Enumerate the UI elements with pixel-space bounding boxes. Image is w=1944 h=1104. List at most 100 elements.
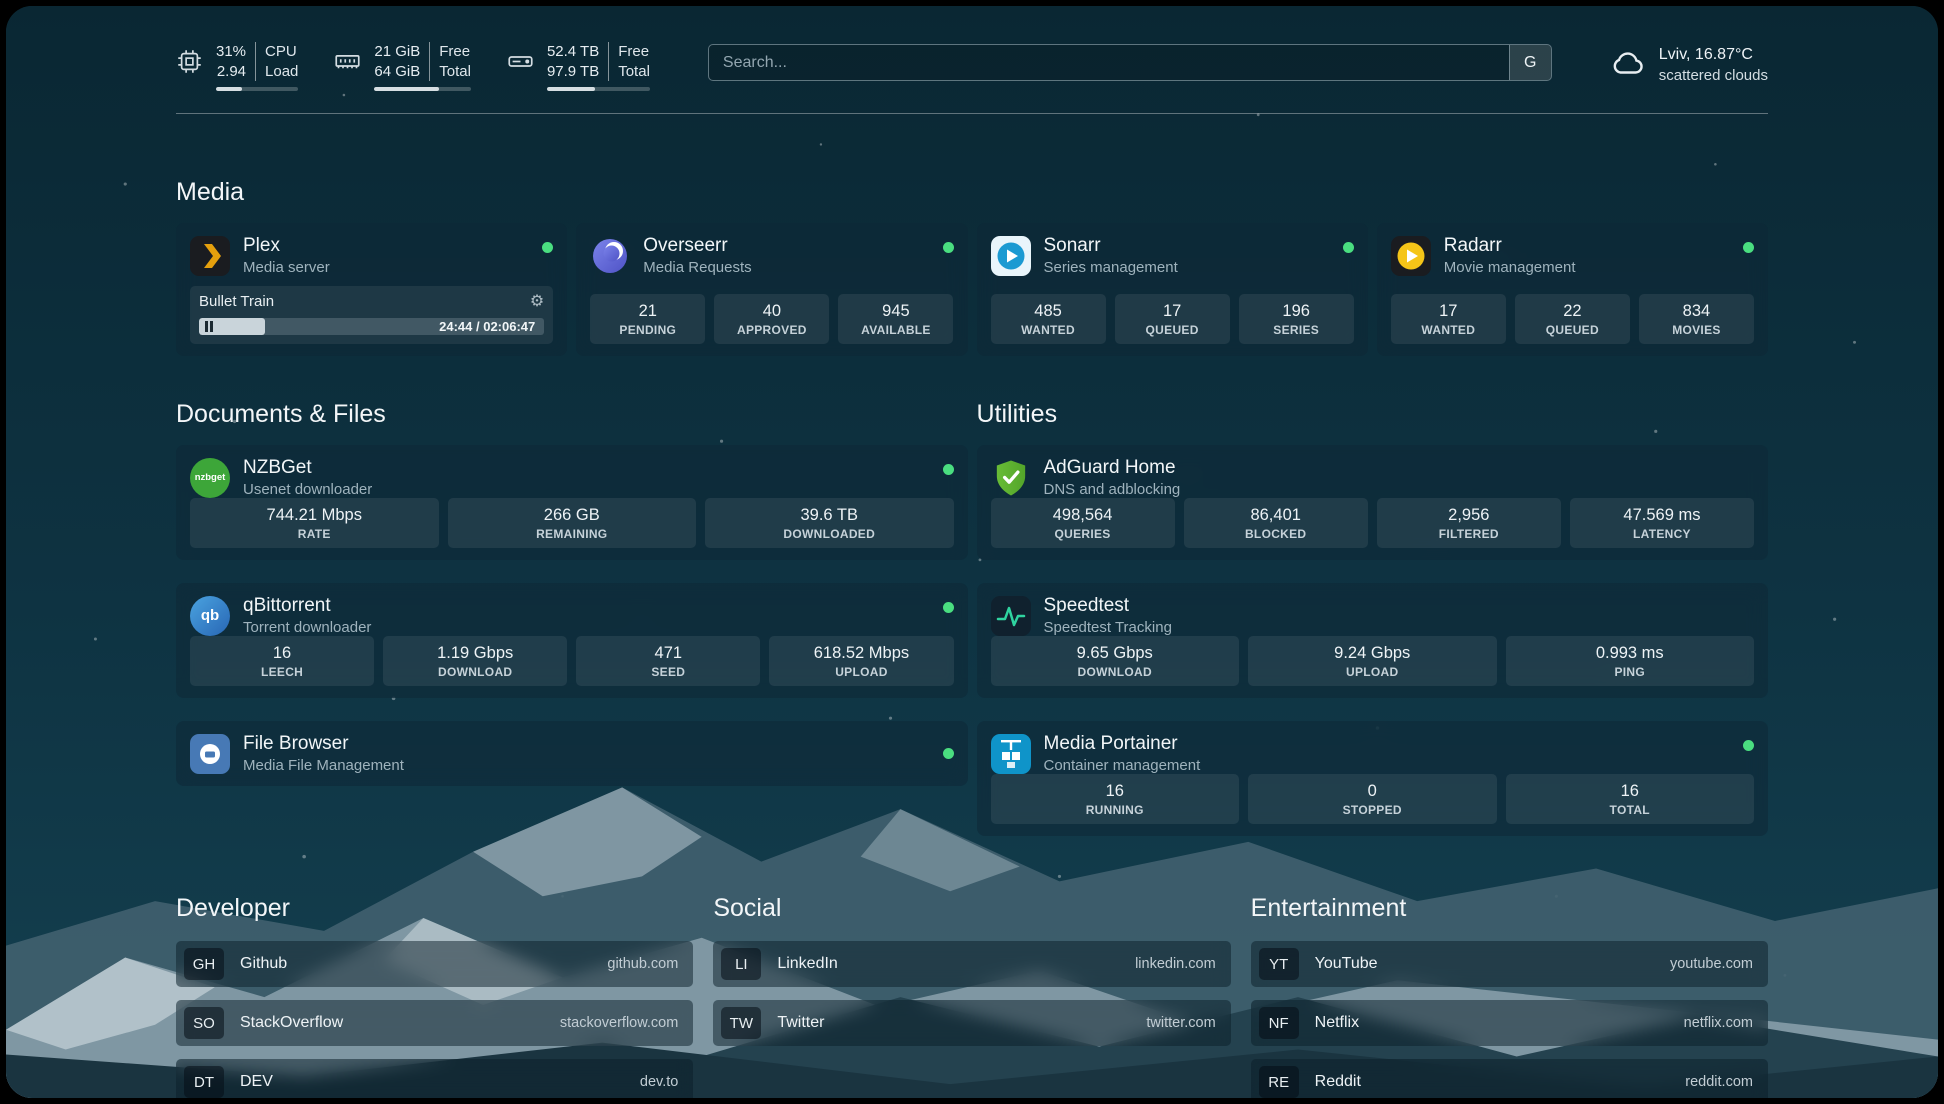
radarr-stat-movies: 834 MOVIES [1638, 294, 1754, 344]
qbittorrent-title: qBittorrent [243, 595, 331, 616]
github-abbr-badge: GH [184, 948, 224, 980]
sonarr-stat-queued: 17 QUEUED [1114, 294, 1230, 344]
service-card-qbittorrent[interactable]: qb qBittorrent Torrent downloader 16 [176, 583, 968, 698]
service-card-nzbget[interactable]: nzbget NZBGet Usenet downloader 744.21 M… [176, 445, 968, 560]
bookmark-dev[interactable]: DT DEV dev.to [176, 1059, 694, 1098]
netflix-abbr-badge: NF [1258, 1007, 1299, 1039]
ram-icon [334, 48, 361, 80]
plex-subtitle: Media server [243, 259, 330, 276]
bookmark-stackoverflow[interactable]: SO StackOverflow stackoverflow.com [176, 1000, 694, 1046]
search-provider-button[interactable]: G [1508, 45, 1551, 80]
overseerr-subtitle: Media Requests [643, 259, 752, 276]
gear-icon[interactable]: ⚙ [529, 292, 545, 310]
filebrowser-title: File Browser [243, 733, 349, 754]
documents-section-title: Documents & Files [176, 400, 386, 428]
media-section-title: Media [176, 178, 245, 206]
qbittorrent-subtitle: Torrent downloader [243, 619, 372, 636]
plex-now-playing: Bullet Train ⚙ 24:44 / 02:06:47 [190, 286, 554, 344]
twitter-abbr-badge: TW [721, 1007, 762, 1039]
radarr-stat-wanted: 17 WANTED [1390, 294, 1506, 344]
disk-widget: 52.4 TB 97.9 TB Free Total [507, 42, 650, 91]
radarr-stat-queued: 22 QUEUED [1514, 294, 1630, 344]
nzbget-status-dot [942, 464, 954, 475]
speedtest-stat-ping: 0.993 ms PING [1505, 636, 1754, 686]
portainer-title: Media Portainer [1043, 733, 1178, 754]
ram-widget: 21 GiB 64 GiB Free Total [334, 42, 471, 91]
adguard-stat-blocked: 86,401 BLOCKED [1183, 498, 1368, 548]
disk-free-value: 52.4 TB [546, 43, 600, 60]
overseerr-stat-pending: 21 PENDING [590, 294, 706, 344]
service-card-plex[interactable]: Plex Media server Bullet Train ⚙ [176, 223, 568, 356]
cpu-icon [176, 48, 203, 80]
cpu-percent: 31% [216, 43, 247, 60]
ram-total-label: Total [439, 62, 471, 80]
service-card-filebrowser[interactable]: File Browser Media File Management [176, 721, 968, 786]
linkedin-abbr-badge: LI [721, 948, 762, 980]
speedtest-title: Speedtest [1043, 595, 1130, 616]
bookmark-netflix[interactable]: NF Netflix netflix.com [1250, 1000, 1768, 1046]
speedtest-stat-upload: 9.24 Gbps UPLOAD [1248, 636, 1497, 686]
search-input[interactable] [708, 45, 1509, 80]
bookmark-reddit[interactable]: RE Reddit reddit.com [1250, 1059, 1768, 1098]
nzbget-stat-remaining: 266 GB REMAINING [447, 498, 696, 548]
nzbget-subtitle: Usenet downloader [243, 481, 373, 498]
bookmark-linkedin[interactable]: LI LinkedIn linkedin.com [713, 941, 1231, 987]
bookmark-github[interactable]: GH Github github.com [176, 941, 694, 987]
pause-icon[interactable] [205, 321, 213, 332]
radarr-status-dot [1743, 242, 1754, 253]
radarr-title: Radarr [1443, 235, 1502, 256]
weather-widget: Lviv, 16.87°C scattered clouds [1610, 44, 1768, 86]
portainer-stat-stopped: 0 STOPPED [1248, 774, 1497, 824]
service-card-adguard[interactable]: AdGuard Home DNS and adblocking 498,564 … [976, 445, 1768, 560]
utilities-section-title: Utilities [976, 400, 1058, 428]
qbittorrent-stat-upload: 618.52 Mbps UPLOAD [769, 636, 954, 686]
plex-icon [190, 235, 230, 276]
developer-section-title: Developer [176, 894, 290, 922]
bookmark-twitter[interactable]: TW Twitter twitter.com [713, 1000, 1231, 1046]
disk-progress-bar [546, 87, 650, 91]
section-social: Social LI LinkedIn linkedin.com TW Twitt… [713, 894, 1231, 1098]
overseerr-stat-approved: 40 APPROVED [714, 294, 830, 344]
service-card-sonarr[interactable]: Sonarr Series management 485 WANTED 17 Q… [976, 223, 1368, 356]
entertainment-section-title: Entertainment [1250, 894, 1407, 922]
overseerr-icon [590, 236, 630, 276]
bookmark-youtube[interactable]: YT YouTube youtube.com [1250, 941, 1768, 987]
sonarr-subtitle: Series management [1043, 259, 1178, 276]
portainer-stat-running: 16 RUNNING [990, 774, 1239, 824]
radarr-subtitle: Movie management [1443, 259, 1576, 276]
header-divider [176, 113, 1768, 114]
cpu-progress-bar [216, 87, 299, 91]
qbittorrent-icon: qb [190, 595, 230, 636]
filebrowser-subtitle: Media File Management [243, 757, 404, 774]
cpu-load-label: Load [265, 62, 299, 80]
adguard-title: AdGuard Home [1043, 457, 1176, 478]
plex-progress-bar[interactable]: 24:44 / 02:06:47 [199, 318, 545, 335]
filebrowser-icon [190, 733, 230, 774]
filebrowser-status-dot [942, 748, 954, 759]
weather-location: Lviv, 16.87°C [1658, 46, 1753, 63]
stackoverflow-abbr-badge: SO [184, 1007, 224, 1039]
speedtest-subtitle: Speedtest Tracking [1043, 619, 1172, 636]
service-card-overseerr[interactable]: Overseerr Media Requests 21 PENDING 40 A… [576, 223, 968, 356]
qbittorrent-stat-seed: 471 SEED [576, 636, 761, 686]
ram-progress-bar [374, 87, 471, 91]
portainer-subtitle: Container management [1043, 757, 1201, 774]
plex-title: Plex [243, 235, 280, 256]
reddit-abbr-badge: RE [1258, 1066, 1299, 1098]
cpu-widget: 31% 2.94 CPU Load [176, 42, 299, 91]
search-bar: G [707, 44, 1552, 81]
service-card-portainer[interactable]: Media Portainer Container management 16 … [976, 721, 1768, 836]
plex-status-dot [542, 242, 554, 253]
portainer-stat-total: 16 TOTAL [1505, 774, 1754, 824]
dashboard-window: 31% 2.94 CPU Load [6, 6, 1938, 1098]
section-entertainment: Entertainment YT YouTube youtube.com NF … [1250, 894, 1768, 1098]
radarr-icon [1390, 235, 1431, 276]
service-card-speedtest[interactable]: Speedtest Speedtest Tracking 9.65 Gbps D… [976, 583, 1768, 698]
service-card-radarr[interactable]: Radarr Movie management 17 WANTED 22 QUE… [1376, 223, 1768, 356]
disk-total-value: 97.9 TB [546, 62, 600, 80]
ram-total-value: 64 GiB [374, 62, 421, 80]
sonarr-stat-wanted: 485 WANTED [990, 294, 1106, 344]
cpu-label: CPU [265, 43, 297, 60]
youtube-abbr-badge: YT [1258, 948, 1299, 980]
overseerr-stat-available: 945 AVAILABLE [838, 294, 954, 344]
